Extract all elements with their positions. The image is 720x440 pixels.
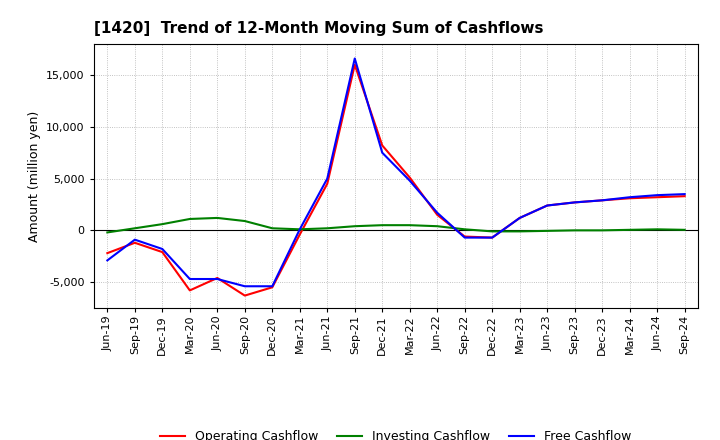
Free Cashflow bbox=[488, 235, 497, 240]
Free Cashflow bbox=[240, 284, 249, 289]
Investing Cashflow bbox=[323, 226, 332, 231]
Free Cashflow bbox=[378, 150, 387, 155]
Free Cashflow bbox=[405, 178, 414, 183]
Free Cashflow bbox=[653, 193, 662, 198]
Investing Cashflow bbox=[516, 229, 524, 234]
Investing Cashflow bbox=[626, 227, 634, 232]
Free Cashflow bbox=[570, 200, 579, 205]
Operating Cashflow bbox=[543, 203, 552, 208]
Operating Cashflow bbox=[488, 235, 497, 240]
Investing Cashflow bbox=[186, 216, 194, 222]
Operating Cashflow bbox=[240, 293, 249, 298]
Free Cashflow bbox=[130, 237, 139, 242]
Y-axis label: Amount (million yen): Amount (million yen) bbox=[27, 110, 40, 242]
Operating Cashflow bbox=[516, 215, 524, 220]
Free Cashflow bbox=[323, 176, 332, 181]
Free Cashflow bbox=[680, 191, 689, 197]
Investing Cashflow bbox=[598, 228, 606, 233]
Free Cashflow bbox=[460, 235, 469, 240]
Operating Cashflow bbox=[460, 234, 469, 239]
Investing Cashflow bbox=[460, 227, 469, 232]
Investing Cashflow bbox=[378, 223, 387, 228]
Free Cashflow bbox=[158, 246, 166, 252]
Free Cashflow bbox=[103, 258, 112, 263]
Free Cashflow bbox=[433, 210, 441, 216]
Free Cashflow bbox=[186, 276, 194, 282]
Free Cashflow bbox=[213, 276, 222, 282]
Investing Cashflow bbox=[488, 229, 497, 234]
Line: Operating Cashflow: Operating Cashflow bbox=[107, 65, 685, 296]
Investing Cashflow bbox=[130, 226, 139, 231]
Operating Cashflow bbox=[268, 285, 276, 290]
Investing Cashflow bbox=[240, 218, 249, 224]
Investing Cashflow bbox=[351, 224, 359, 229]
Free Cashflow bbox=[295, 227, 304, 232]
Operating Cashflow bbox=[130, 240, 139, 246]
Free Cashflow bbox=[598, 198, 606, 203]
Free Cashflow bbox=[543, 203, 552, 208]
Investing Cashflow bbox=[433, 224, 441, 229]
Operating Cashflow bbox=[103, 250, 112, 256]
Operating Cashflow bbox=[405, 175, 414, 180]
Investing Cashflow bbox=[543, 228, 552, 234]
Operating Cashflow bbox=[570, 200, 579, 205]
Free Cashflow bbox=[268, 284, 276, 289]
Operating Cashflow bbox=[378, 143, 387, 148]
Operating Cashflow bbox=[653, 194, 662, 200]
Operating Cashflow bbox=[598, 198, 606, 203]
Investing Cashflow bbox=[405, 223, 414, 228]
Investing Cashflow bbox=[570, 228, 579, 233]
Legend: Operating Cashflow, Investing Cashflow, Free Cashflow: Operating Cashflow, Investing Cashflow, … bbox=[156, 425, 636, 440]
Investing Cashflow bbox=[295, 227, 304, 232]
Investing Cashflow bbox=[213, 215, 222, 220]
Line: Investing Cashflow: Investing Cashflow bbox=[107, 218, 685, 232]
Operating Cashflow bbox=[433, 212, 441, 217]
Free Cashflow bbox=[626, 194, 634, 200]
Operating Cashflow bbox=[295, 232, 304, 237]
Text: [1420]  Trend of 12-Month Moving Sum of Cashflows: [1420] Trend of 12-Month Moving Sum of C… bbox=[94, 21, 543, 36]
Investing Cashflow bbox=[103, 230, 112, 235]
Operating Cashflow bbox=[323, 181, 332, 187]
Operating Cashflow bbox=[351, 62, 359, 67]
Investing Cashflow bbox=[268, 226, 276, 231]
Operating Cashflow bbox=[186, 288, 194, 293]
Operating Cashflow bbox=[213, 275, 222, 281]
Operating Cashflow bbox=[626, 196, 634, 201]
Line: Free Cashflow: Free Cashflow bbox=[107, 59, 685, 286]
Operating Cashflow bbox=[158, 249, 166, 255]
Free Cashflow bbox=[351, 56, 359, 61]
Operating Cashflow bbox=[680, 194, 689, 199]
Investing Cashflow bbox=[680, 227, 689, 232]
Investing Cashflow bbox=[653, 227, 662, 232]
Free Cashflow bbox=[516, 215, 524, 220]
Investing Cashflow bbox=[158, 221, 166, 227]
